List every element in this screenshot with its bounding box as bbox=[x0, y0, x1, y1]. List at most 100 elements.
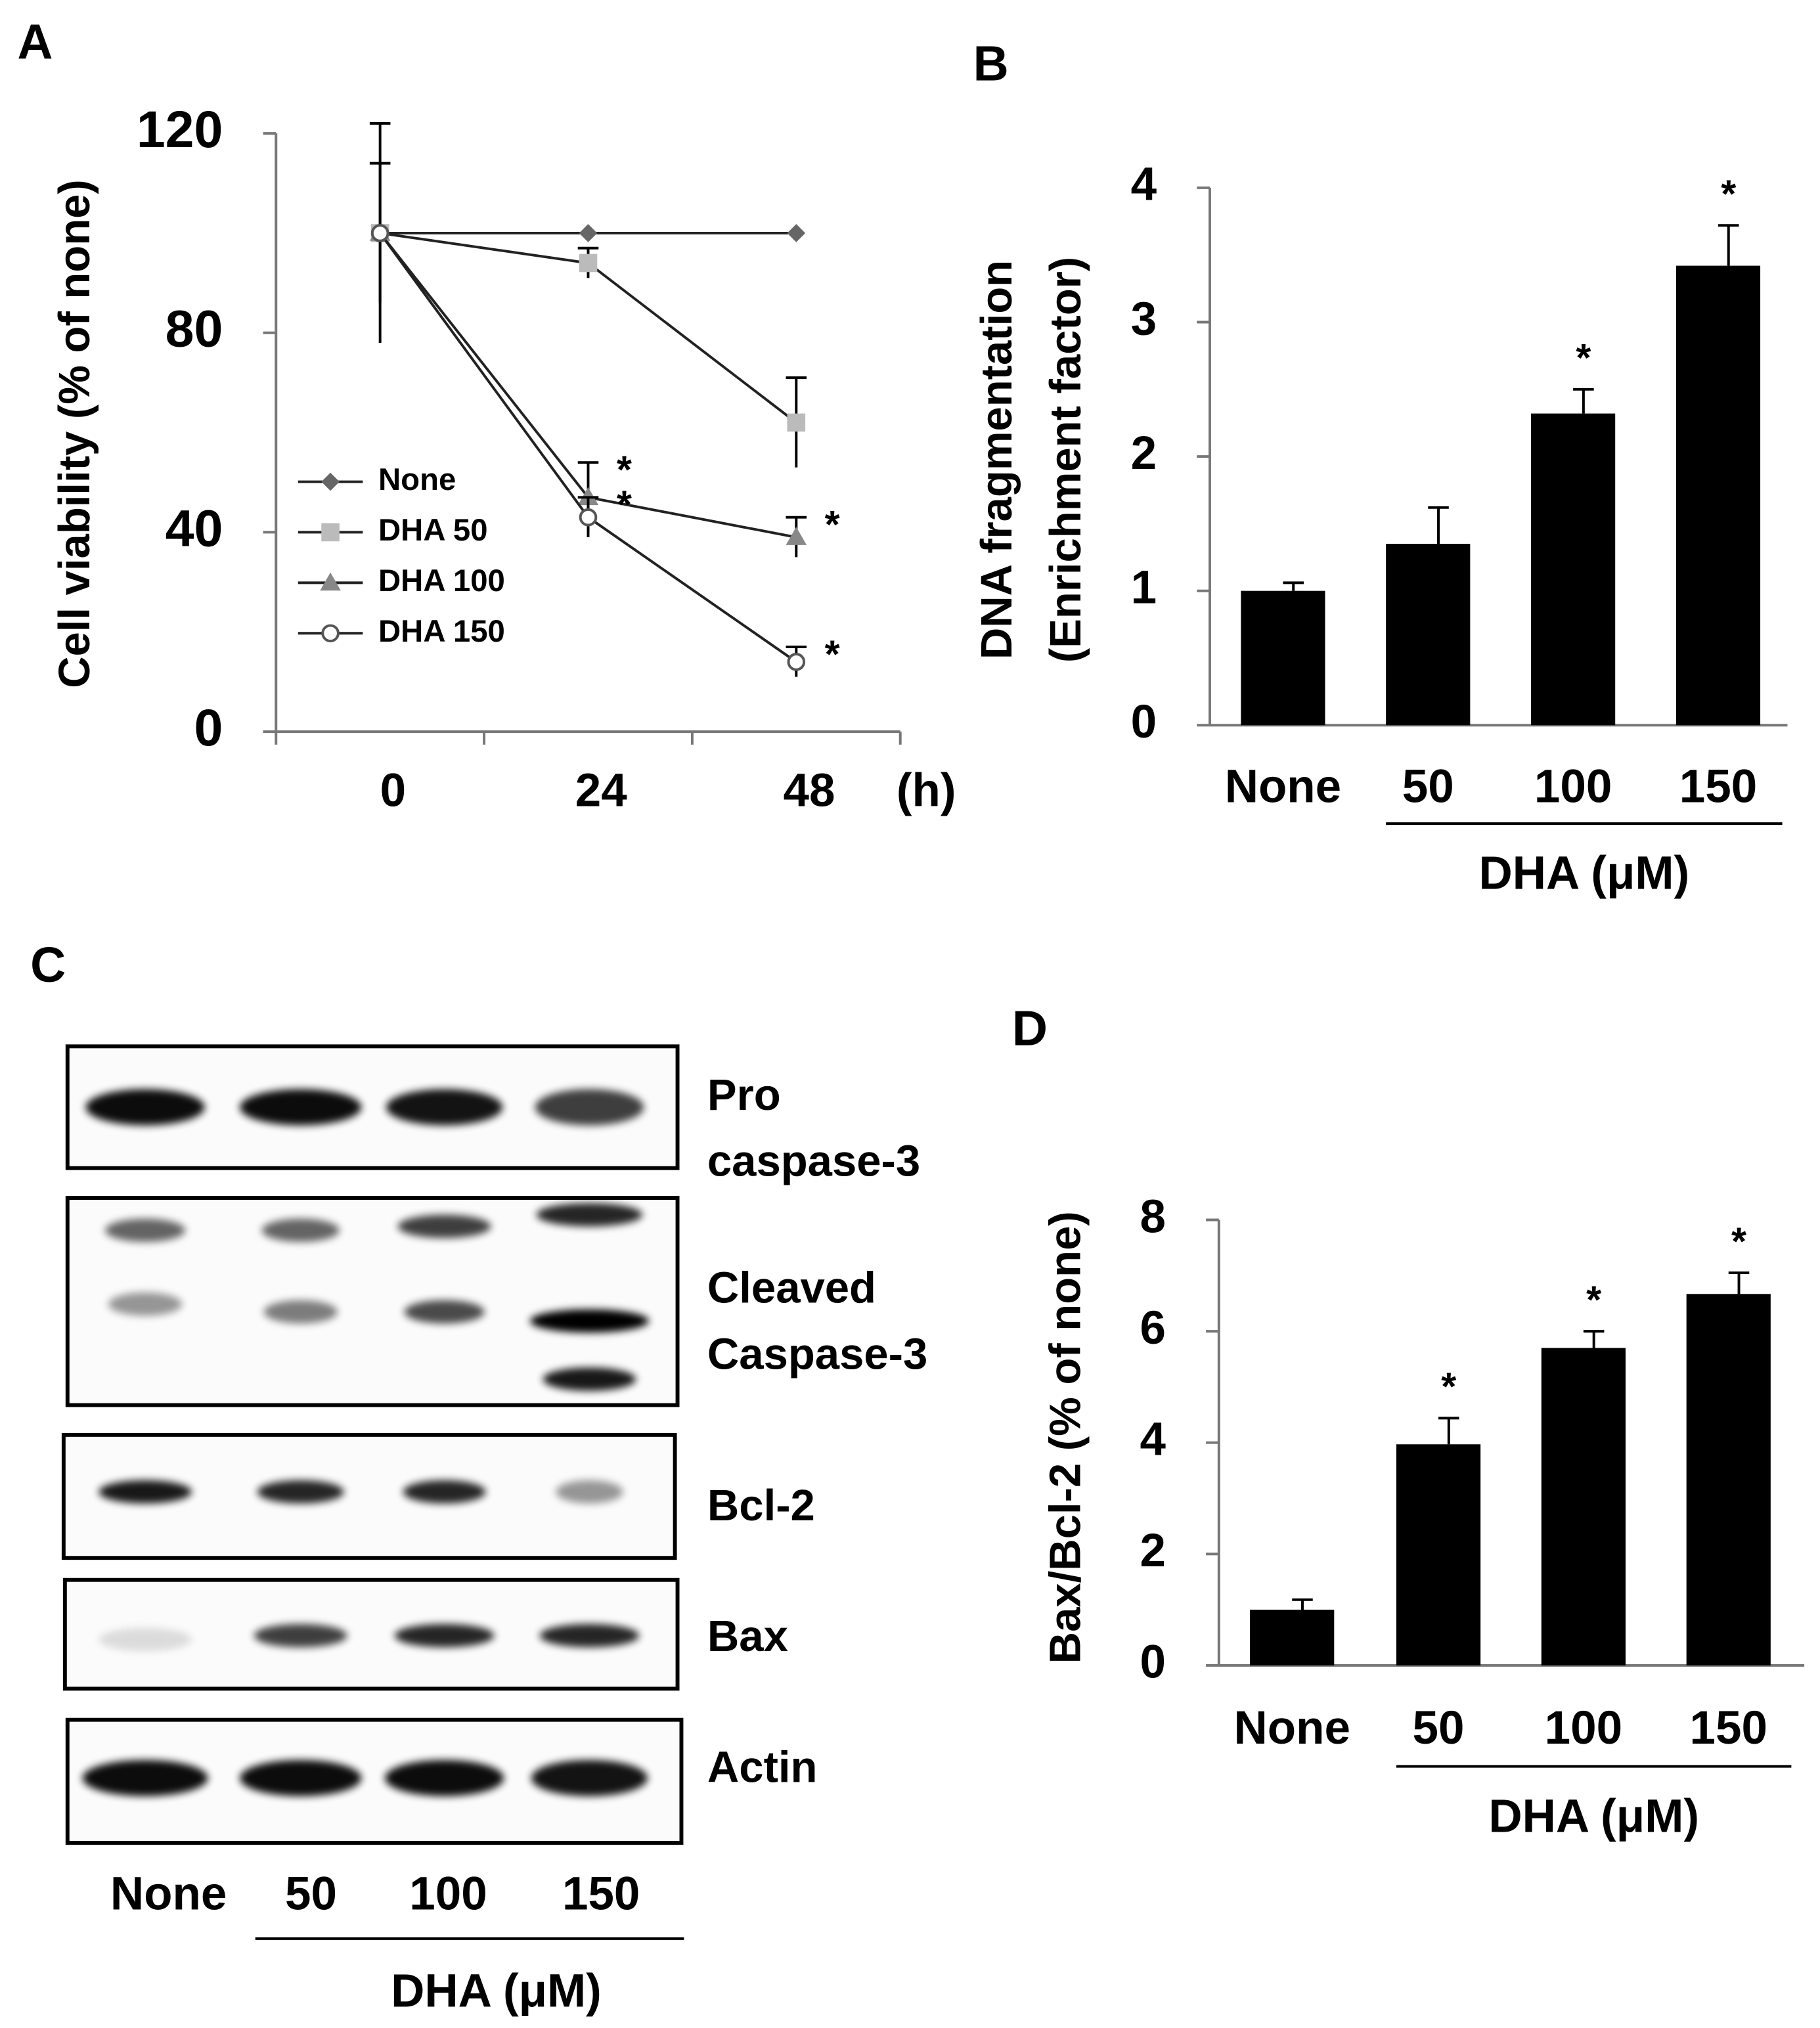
row-label: Bax bbox=[707, 1612, 788, 1661]
blot-band bbox=[257, 1480, 344, 1504]
y-tick-label: 0 bbox=[1140, 1637, 1165, 1688]
blot-band bbox=[85, 1089, 205, 1126]
blot-band bbox=[240, 1759, 362, 1797]
bar bbox=[1531, 413, 1616, 726]
x-tick-label: 24 bbox=[575, 765, 627, 817]
lane-label: 150 bbox=[562, 1868, 640, 1920]
blot-band bbox=[556, 1480, 623, 1504]
marker bbox=[321, 624, 340, 643]
group-label: DHA (μM) bbox=[1479, 848, 1690, 900]
y-tick-label: 6 bbox=[1140, 1302, 1165, 1354]
y-tick-label: 8 bbox=[1140, 1191, 1165, 1243]
marker bbox=[320, 572, 341, 591]
y-axis-title: (Enrichment factor) bbox=[1041, 257, 1090, 663]
y-tick-label: 0 bbox=[194, 699, 223, 757]
row-label: Caspase-3 bbox=[707, 1329, 927, 1378]
bar bbox=[1541, 1348, 1626, 1665]
bar bbox=[1676, 265, 1761, 726]
y-tick-label: 2 bbox=[1140, 1525, 1165, 1577]
significance-label: * bbox=[825, 632, 840, 676]
y-axis-title: DNA fragmentation bbox=[972, 260, 1021, 659]
significance-label: * bbox=[617, 483, 632, 527]
blot-band bbox=[240, 1089, 362, 1126]
panel-letter: C bbox=[30, 937, 66, 992]
blot-band bbox=[82, 1759, 208, 1797]
y-axis-title: Cell viability (% of none) bbox=[50, 179, 99, 688]
x-tick-label: 50 bbox=[1413, 1702, 1465, 1754]
marker bbox=[321, 523, 340, 542]
y-tick-label: 1 bbox=[1131, 562, 1157, 613]
significance-label: * bbox=[1721, 171, 1736, 215]
blot-band bbox=[261, 1218, 340, 1243]
legend-label: DHA 100 bbox=[378, 563, 505, 598]
blot-band bbox=[99, 1627, 192, 1652]
x-tick-label: 0 bbox=[380, 765, 406, 817]
blot-band bbox=[384, 1759, 504, 1797]
blot-band bbox=[529, 1309, 650, 1333]
y-tick-label: 2 bbox=[1131, 428, 1157, 479]
panel-letter: B bbox=[973, 35, 1009, 91]
row-label: Bcl-2 bbox=[707, 1481, 815, 1530]
legend-label: DHA 150 bbox=[378, 614, 505, 649]
marker bbox=[579, 224, 598, 242]
row-label: Pro bbox=[707, 1070, 781, 1120]
bar bbox=[1241, 590, 1325, 726]
legend-label: DHA 50 bbox=[378, 513, 488, 548]
blot-band bbox=[536, 1202, 643, 1227]
row-label: Actin bbox=[707, 1742, 818, 1792]
blot-band bbox=[108, 1292, 183, 1316]
blot-band bbox=[394, 1623, 495, 1648]
marker bbox=[787, 653, 806, 671]
significance-label: * bbox=[617, 448, 632, 492]
significance-label: * bbox=[1441, 1365, 1456, 1409]
row-label: Cleaved bbox=[707, 1264, 876, 1313]
x-tick-label: 150 bbox=[1690, 1702, 1767, 1754]
x-tick-label: 100 bbox=[1534, 761, 1612, 813]
significance-label: * bbox=[825, 502, 840, 546]
blot-band bbox=[531, 1759, 648, 1797]
marker bbox=[579, 254, 598, 273]
marker bbox=[370, 224, 389, 242]
x-tick-label: 50 bbox=[1402, 761, 1454, 813]
blot-band bbox=[543, 1367, 636, 1391]
y-tick-label: 4 bbox=[1131, 159, 1157, 211]
marker bbox=[579, 508, 598, 527]
legend-label: None bbox=[378, 462, 456, 497]
y-tick-label: 80 bbox=[166, 300, 223, 358]
marker bbox=[787, 413, 806, 432]
group-label: DHA (μM) bbox=[391, 1965, 602, 2017]
blot-band bbox=[403, 1480, 486, 1504]
blot-band bbox=[254, 1623, 347, 1648]
blot-band bbox=[99, 1480, 192, 1504]
y-tick-label: 120 bbox=[137, 100, 223, 158]
panel-letter: A bbox=[17, 14, 53, 69]
lane-label: 50 bbox=[285, 1868, 337, 1920]
marker bbox=[321, 472, 340, 491]
bar bbox=[1386, 544, 1471, 726]
blot-band bbox=[535, 1089, 644, 1126]
significance-label: * bbox=[1731, 1219, 1746, 1263]
x-tick-label: 48 bbox=[784, 765, 835, 817]
y-tick-label: 4 bbox=[1140, 1413, 1166, 1465]
x-tick-label: 150 bbox=[1679, 761, 1757, 813]
panel-letter: D bbox=[1012, 1000, 1048, 1055]
x-tick-label: None bbox=[1225, 761, 1341, 813]
y-tick-label: 3 bbox=[1131, 293, 1157, 345]
row-label: caspase-3 bbox=[707, 1136, 920, 1185]
blot-band bbox=[263, 1300, 338, 1324]
blot-band bbox=[104, 1218, 186, 1243]
bar bbox=[1686, 1294, 1771, 1665]
significance-label: * bbox=[1586, 1277, 1601, 1321]
bar bbox=[1396, 1444, 1481, 1665]
blot-band bbox=[386, 1089, 503, 1126]
significance-label: * bbox=[1576, 336, 1591, 380]
x-tick-label: 100 bbox=[1545, 1702, 1622, 1754]
lane-label: 100 bbox=[409, 1868, 487, 1920]
lane-label: None bbox=[110, 1868, 227, 1920]
marker bbox=[786, 527, 807, 545]
x-axis-title: (h) bbox=[897, 765, 956, 817]
group-label: DHA (μM) bbox=[1488, 1790, 1699, 1842]
blot-band bbox=[539, 1623, 640, 1648]
x-tick-label: None bbox=[1234, 1702, 1350, 1754]
